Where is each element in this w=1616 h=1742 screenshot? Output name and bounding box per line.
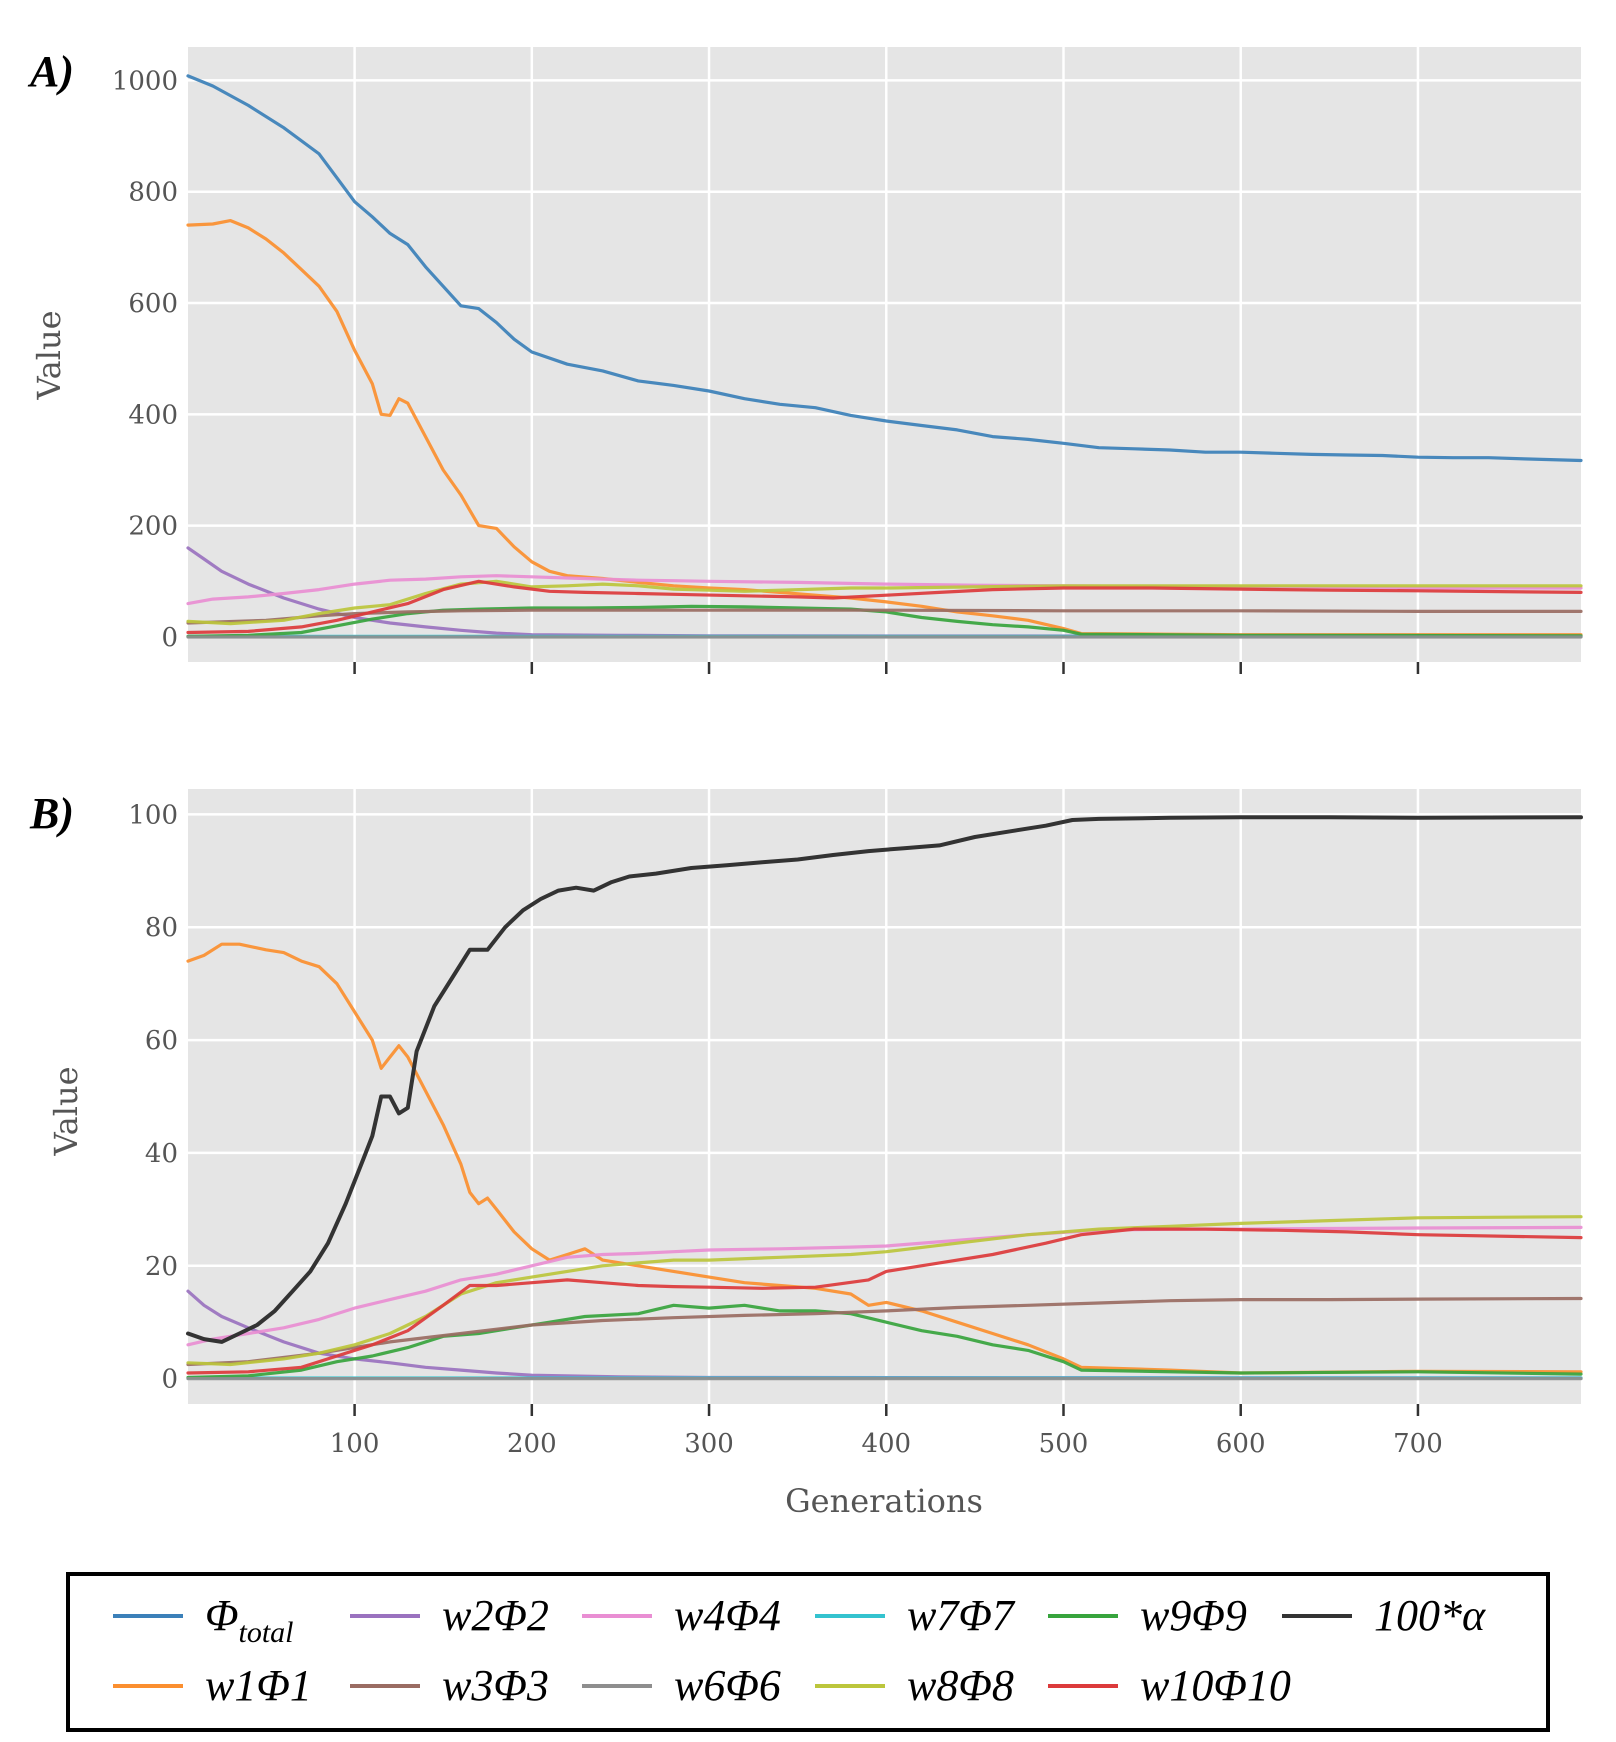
panel-a-y-tick-label: 400 bbox=[128, 400, 178, 430]
panel-b-y-tick-label: 80 bbox=[145, 913, 178, 943]
panel-b-x-tick-label: 600 bbox=[1216, 1429, 1266, 1459]
legend-label-w2: w2Φ2 bbox=[442, 1591, 549, 1640]
panel-b-y-tick-label: 20 bbox=[145, 1252, 178, 1282]
legend-label-w3: w3Φ3 bbox=[442, 1661, 549, 1710]
panel-b-lines bbox=[186, 815, 1583, 1381]
panel-b-series-w2 bbox=[186, 1289, 1583, 1380]
panel-a-series-w1 bbox=[186, 219, 1583, 637]
legend-item-w3: w3Φ3 bbox=[350, 1661, 549, 1710]
panel-b-series-w10 bbox=[186, 1227, 1583, 1375]
panel-b-label: B) bbox=[29, 789, 74, 838]
legend-item-phi_total: Φtotal bbox=[113, 1591, 294, 1649]
panel-a-grid bbox=[188, 47, 1581, 662]
legend-item-w7: w7Φ7 bbox=[815, 1591, 1016, 1640]
panel-a-y-tick-label: 800 bbox=[128, 178, 178, 208]
panel-b-y-tick-label: 100 bbox=[128, 800, 178, 830]
panel-b-series-w1 bbox=[186, 942, 1583, 1375]
panel-b-x-tick-label: 300 bbox=[684, 1429, 734, 1459]
panel-a-y-ticks: 0 200 400 600 800 1000 bbox=[112, 66, 178, 653]
legend-label-w4: w4Φ4 bbox=[674, 1591, 781, 1640]
panel-b-x-tick-label: 400 bbox=[861, 1429, 911, 1459]
legend-label-phi_total: Φtotal bbox=[205, 1591, 294, 1649]
panel-b: 0 20 40 60 80 100 100 200 300 400 500 600 700 B) Va… bbox=[29, 789, 1583, 1520]
legend-label-w9: w9Φ9 bbox=[1140, 1591, 1247, 1640]
panel-b-series-w8 bbox=[186, 1215, 1583, 1367]
legend-item-alpha: 100*α bbox=[1282, 1591, 1486, 1640]
panel-a-series-w8 bbox=[186, 579, 1583, 626]
x-axis-title: Generations bbox=[785, 1482, 983, 1520]
legend-item-w6: w6Φ6 bbox=[582, 1661, 781, 1710]
panel-a: 0 200 400 600 800 1000 A) Value bbox=[27, 47, 1583, 674]
legend-item-w4: w4Φ4 bbox=[582, 1591, 781, 1640]
legend-item-w10: w10Φ10 bbox=[1048, 1661, 1291, 1710]
panel-a-plot-area bbox=[188, 47, 1581, 662]
legend-item-w2: w2Φ2 bbox=[350, 1591, 549, 1640]
panel-b-y-axis-title: Value bbox=[47, 1066, 85, 1156]
panel-b-x-tick-label: 700 bbox=[1393, 1429, 1443, 1459]
panel-a-y-tick-label: 200 bbox=[128, 512, 178, 542]
panel-a-y-tick-label: 600 bbox=[128, 289, 178, 319]
legend-item-w8: w8Φ8 bbox=[815, 1661, 1014, 1710]
legend-items: Φtotal w2Φ2 w4Φ4 w7Φ7 w9Φ9 100*α w1Φ1 w3Φ3 w6Φ6 w… bbox=[113, 1591, 1486, 1710]
legend-item-w9: w9Φ9 bbox=[1048, 1591, 1247, 1640]
panel-b-x-tick-label: 100 bbox=[330, 1429, 380, 1459]
panel-a-series-phi_total bbox=[186, 74, 1583, 463]
panel-b-series-w9 bbox=[186, 1303, 1583, 1380]
panel-a-series-w9 bbox=[186, 604, 1583, 638]
legend-label-w7: w7Φ7 bbox=[907, 1591, 1016, 1640]
panel-b-x-ticks: 100 200 300 400 500 600 700 bbox=[330, 1404, 1443, 1459]
panel-b-y-tick-label: 0 bbox=[161, 1365, 178, 1395]
panel-a-y-tick-label: 0 bbox=[161, 623, 178, 653]
legend-label-w1: w1Φ1 bbox=[205, 1661, 312, 1710]
panel-b-x-tick-label: 200 bbox=[507, 1429, 557, 1459]
legend-label-w10: w10Φ10 bbox=[1140, 1661, 1291, 1710]
panel-a-y-axis-title: Value bbox=[30, 310, 68, 400]
panel-a-x-ticks bbox=[353, 662, 1420, 674]
panel-a-series-w3 bbox=[186, 608, 1583, 625]
legend-frame bbox=[66, 1572, 1550, 1732]
panel-b-x-tick-label: 500 bbox=[1039, 1429, 1089, 1459]
panel-b-y-ticks: 0 20 40 60 80 100 bbox=[128, 800, 178, 1394]
legend-label-alpha: 100*α bbox=[1374, 1591, 1486, 1640]
panel-b-series-w3 bbox=[186, 1296, 1583, 1367]
legend-label-w6: w6Φ6 bbox=[674, 1661, 781, 1710]
panel-a-y-tick-label: 1000 bbox=[112, 66, 178, 96]
legend-label-w8: w8Φ8 bbox=[907, 1661, 1014, 1710]
legend: Φtotal w2Φ2 w4Φ4 w7Φ7 w9Φ9 100*α w1Φ1 w3Φ3 w6Φ6 w… bbox=[66, 1572, 1550, 1732]
panel-a-lines bbox=[186, 74, 1583, 639]
legend-item-w1: w1Φ1 bbox=[113, 1661, 312, 1710]
panel-b-series-alpha bbox=[186, 815, 1583, 1344]
panel-a-label: A) bbox=[27, 47, 74, 96]
panel-b-y-tick-label: 60 bbox=[145, 1026, 178, 1056]
panel-b-y-tick-label: 40 bbox=[145, 1139, 178, 1169]
panel-a-series-w10 bbox=[186, 579, 1583, 635]
